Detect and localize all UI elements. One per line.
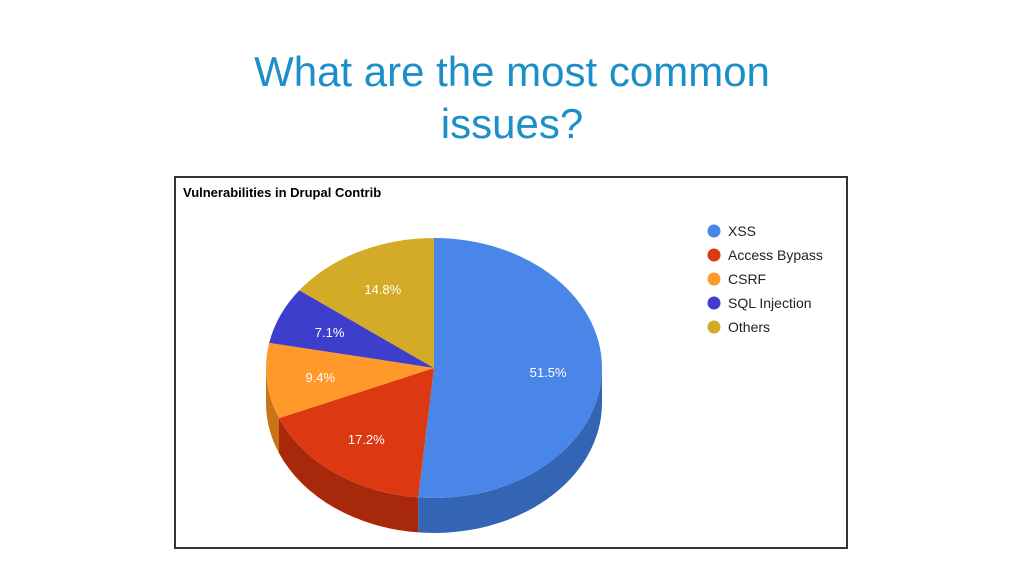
slide-title-line-1: What are the most common (254, 48, 770, 95)
legend-swatch-xss (707, 224, 721, 238)
chart-title: Vulnerabilities in Drupal Contrib (183, 185, 381, 200)
slide-title-line-2: issues? (440, 100, 584, 147)
pie-labels: 51.5% 17.2% 9.4% 7.1% 14.8% (305, 282, 566, 447)
slice-csrf[interactable] (266, 342, 434, 419)
pie-depth (266, 368, 602, 533)
legend-swatch-access-bypass (707, 248, 721, 262)
legend-label-access-bypass: Access Bypass (728, 247, 823, 263)
slice-label-sql-injection: 7.1% (315, 325, 345, 340)
legend-label-xss: XSS (728, 223, 756, 239)
pie-top (266, 238, 602, 499)
slide-title: What are the most common issues? (0, 46, 1024, 150)
slice-sql-injection[interactable] (269, 290, 434, 368)
slice-label-csrf: 9.4% (305, 370, 335, 385)
legend: XSS Access Bypass CSRF SQL Injection Others (707, 223, 823, 335)
slice-side-csrf (266, 368, 279, 454)
legend-swatch-others (707, 320, 721, 334)
legend-label-others: Others (728, 319, 770, 335)
chart-frame: Vulnerabilities in Drupal Contrib 51.5% 1… (174, 176, 848, 549)
slice-side-access-bypass (278, 418, 419, 533)
legend-label-csrf: CSRF (728, 271, 766, 287)
legend-swatch-csrf (707, 272, 721, 286)
legend-swatch-sql-injection (707, 296, 721, 310)
slice-label-others: 14.8% (364, 282, 401, 297)
pie-chart: Vulnerabilities in Drupal Contrib 51.5% 1… (183, 185, 823, 533)
legend-label-sql-injection: SQL Injection (728, 295, 812, 311)
slice-label-xss: 51.5% (530, 365, 567, 380)
slice-access-bypass[interactable] (278, 368, 434, 498)
slice-xss[interactable] (418, 238, 602, 499)
slice-label-access-bypass: 17.2% (348, 432, 385, 447)
slice-side-xss (418, 368, 602, 533)
slice-others[interactable] (299, 238, 434, 368)
